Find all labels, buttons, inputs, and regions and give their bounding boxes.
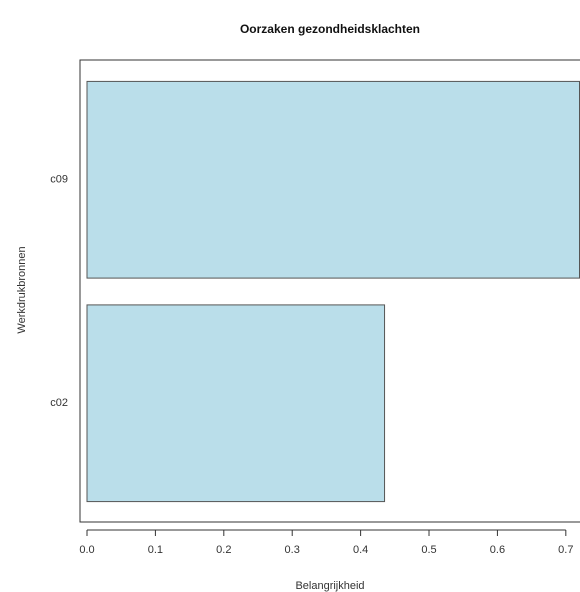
x-axis-label: Belangrijkheid (295, 580, 364, 592)
bar (86, 304, 386, 503)
x-tick-label: 0.1 (148, 544, 163, 556)
y-axis-label: Werkdrukbronnen (16, 246, 28, 333)
plot-box (79, 59, 580, 523)
bar (86, 80, 580, 279)
x-tick-label: 0.2 (216, 544, 231, 556)
x-tick-label: 0.7 (558, 544, 573, 556)
y-tick-label: c09 (50, 174, 68, 186)
x-tick-label: 0.0 (79, 544, 94, 556)
x-tick-label: 0.5 (421, 544, 436, 556)
x-tick-label: 0.4 (353, 544, 368, 556)
x-tick-label: 0.6 (490, 544, 505, 556)
y-tick-label: c02 (50, 397, 68, 409)
chart-title: Oorzaken gezondheidsklachten (240, 22, 420, 36)
x-tick-label: 0.3 (285, 544, 300, 556)
